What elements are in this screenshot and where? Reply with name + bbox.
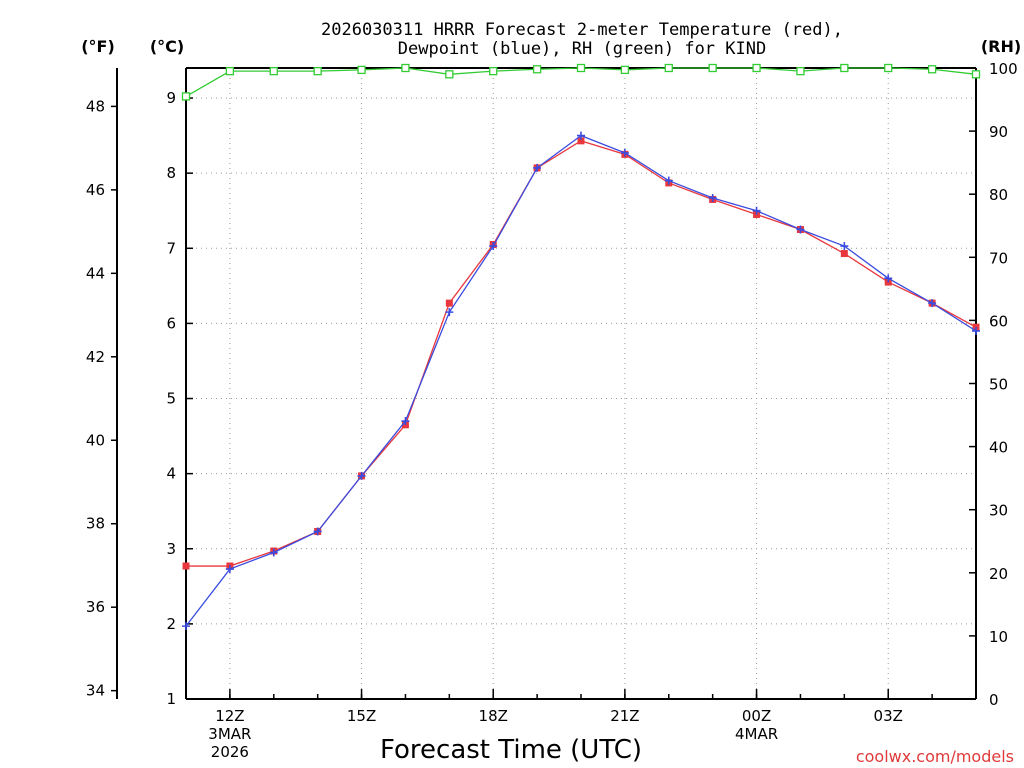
chart-title-line-2: Dewpoint (blue), RH (green) for KIND xyxy=(398,39,766,59)
data-point xyxy=(357,471,366,480)
celsius-tick-label: 4 xyxy=(166,465,176,483)
series-2-meter-temperature xyxy=(182,137,980,570)
data-point xyxy=(620,65,630,75)
x-tick-label: 4MAR xyxy=(735,725,778,743)
data-point xyxy=(708,63,717,73)
data-point xyxy=(620,148,629,157)
data-point xyxy=(182,622,190,631)
data-point xyxy=(664,176,673,185)
data-point xyxy=(840,63,849,73)
x-tick-label: 2026 xyxy=(211,743,249,761)
rh-tick-label: 20 xyxy=(989,565,1008,583)
celsius-tick-label: 5 xyxy=(166,390,176,408)
celsius-tick-label: 2 xyxy=(166,615,176,633)
celsius-tick-label: 1 xyxy=(166,690,176,708)
data-point xyxy=(884,274,893,283)
x-tick-label: 12Z xyxy=(215,707,244,725)
rh-tick-label: 40 xyxy=(989,439,1008,457)
celsius-tick-label: 7 xyxy=(166,239,176,257)
fahrenheit-tick-label: 34 xyxy=(86,682,105,700)
chart-title-line-1: 2026030311 HRRR Forecast 2-meter Tempera… xyxy=(321,20,843,40)
x-tick-label: 03Z xyxy=(874,707,903,725)
fahrenheit-tick-label: 46 xyxy=(86,181,105,199)
celsius-tick-label: 3 xyxy=(166,540,176,558)
data-point xyxy=(927,65,937,74)
data-point xyxy=(489,67,498,76)
fahrenheit-tick-label: 48 xyxy=(86,97,105,115)
rh-tick-label: 50 xyxy=(989,376,1008,394)
series-line xyxy=(185,134,977,627)
series-line xyxy=(185,67,977,97)
data-point xyxy=(840,250,848,258)
rh-tick-label: 100 xyxy=(989,60,1018,78)
data-point xyxy=(269,67,278,76)
data-point xyxy=(577,137,585,145)
data-point xyxy=(181,92,191,101)
rh-tick-label: 70 xyxy=(989,249,1008,267)
rh-tick-label: 80 xyxy=(989,186,1008,204)
x-tick-label: 00Z xyxy=(742,707,771,725)
x-tick-label: 15Z xyxy=(347,707,376,725)
data-point xyxy=(884,63,893,73)
rh-tick-label: 60 xyxy=(989,312,1008,330)
x-axis-label: Forecast Time (UTC) xyxy=(380,735,642,765)
data-point xyxy=(532,65,542,74)
data-point xyxy=(664,63,673,73)
data-point xyxy=(752,63,761,73)
data-point xyxy=(972,326,980,335)
rh-tick-label: 90 xyxy=(989,123,1008,141)
data-point xyxy=(708,193,717,202)
series-dewpoint xyxy=(182,131,980,631)
data-point xyxy=(489,242,498,251)
x-tick-label: 21Z xyxy=(610,707,639,725)
fahrenheit-unit-label: (°F) xyxy=(81,37,115,56)
data-point xyxy=(313,527,322,536)
rh-unit-label: (RH) xyxy=(981,37,1021,56)
data-point xyxy=(752,206,761,215)
data-point xyxy=(269,548,278,557)
data-point xyxy=(401,63,410,73)
x-tick-label: 3MAR xyxy=(208,725,251,743)
data-point xyxy=(357,65,366,75)
data-point xyxy=(928,299,937,308)
data-point xyxy=(401,417,410,426)
series-line xyxy=(186,140,977,567)
x-tick-label: 18Z xyxy=(479,707,508,725)
rh-tick-label: 0 xyxy=(989,691,999,709)
data-series xyxy=(181,63,981,631)
grid-lines xyxy=(186,68,976,700)
data-point xyxy=(445,299,453,307)
celsius-unit-label: (°C) xyxy=(150,37,184,56)
data-point xyxy=(313,67,322,76)
data-point xyxy=(796,67,805,76)
series-rh xyxy=(181,63,981,101)
data-point xyxy=(971,70,981,79)
fahrenheit-tick-label: 36 xyxy=(86,598,105,616)
fahrenheit-tick-label: 40 xyxy=(86,431,105,449)
tick-labels: 1234567893436384042444648010203040506070… xyxy=(86,60,1018,761)
data-point xyxy=(182,562,190,570)
data-point xyxy=(445,308,454,317)
celsius-tick-label: 8 xyxy=(166,164,176,182)
data-point xyxy=(225,565,234,574)
fahrenheit-tick-label: 38 xyxy=(86,515,105,533)
data-point xyxy=(577,131,585,140)
fahrenheit-tick-label: 42 xyxy=(86,348,105,366)
rh-tick-label: 30 xyxy=(989,502,1008,520)
celsius-tick-label: 9 xyxy=(166,89,176,107)
rh-tick-label: 10 xyxy=(989,628,1008,646)
data-point xyxy=(796,225,805,234)
fahrenheit-tick-label: 44 xyxy=(86,264,105,282)
credit-label: coolwx.com/models xyxy=(856,747,1014,766)
data-point xyxy=(576,63,586,73)
data-point xyxy=(225,67,235,76)
celsius-tick-label: 6 xyxy=(166,314,176,332)
data-point xyxy=(445,70,454,79)
data-point xyxy=(840,242,849,251)
data-point xyxy=(533,163,542,172)
